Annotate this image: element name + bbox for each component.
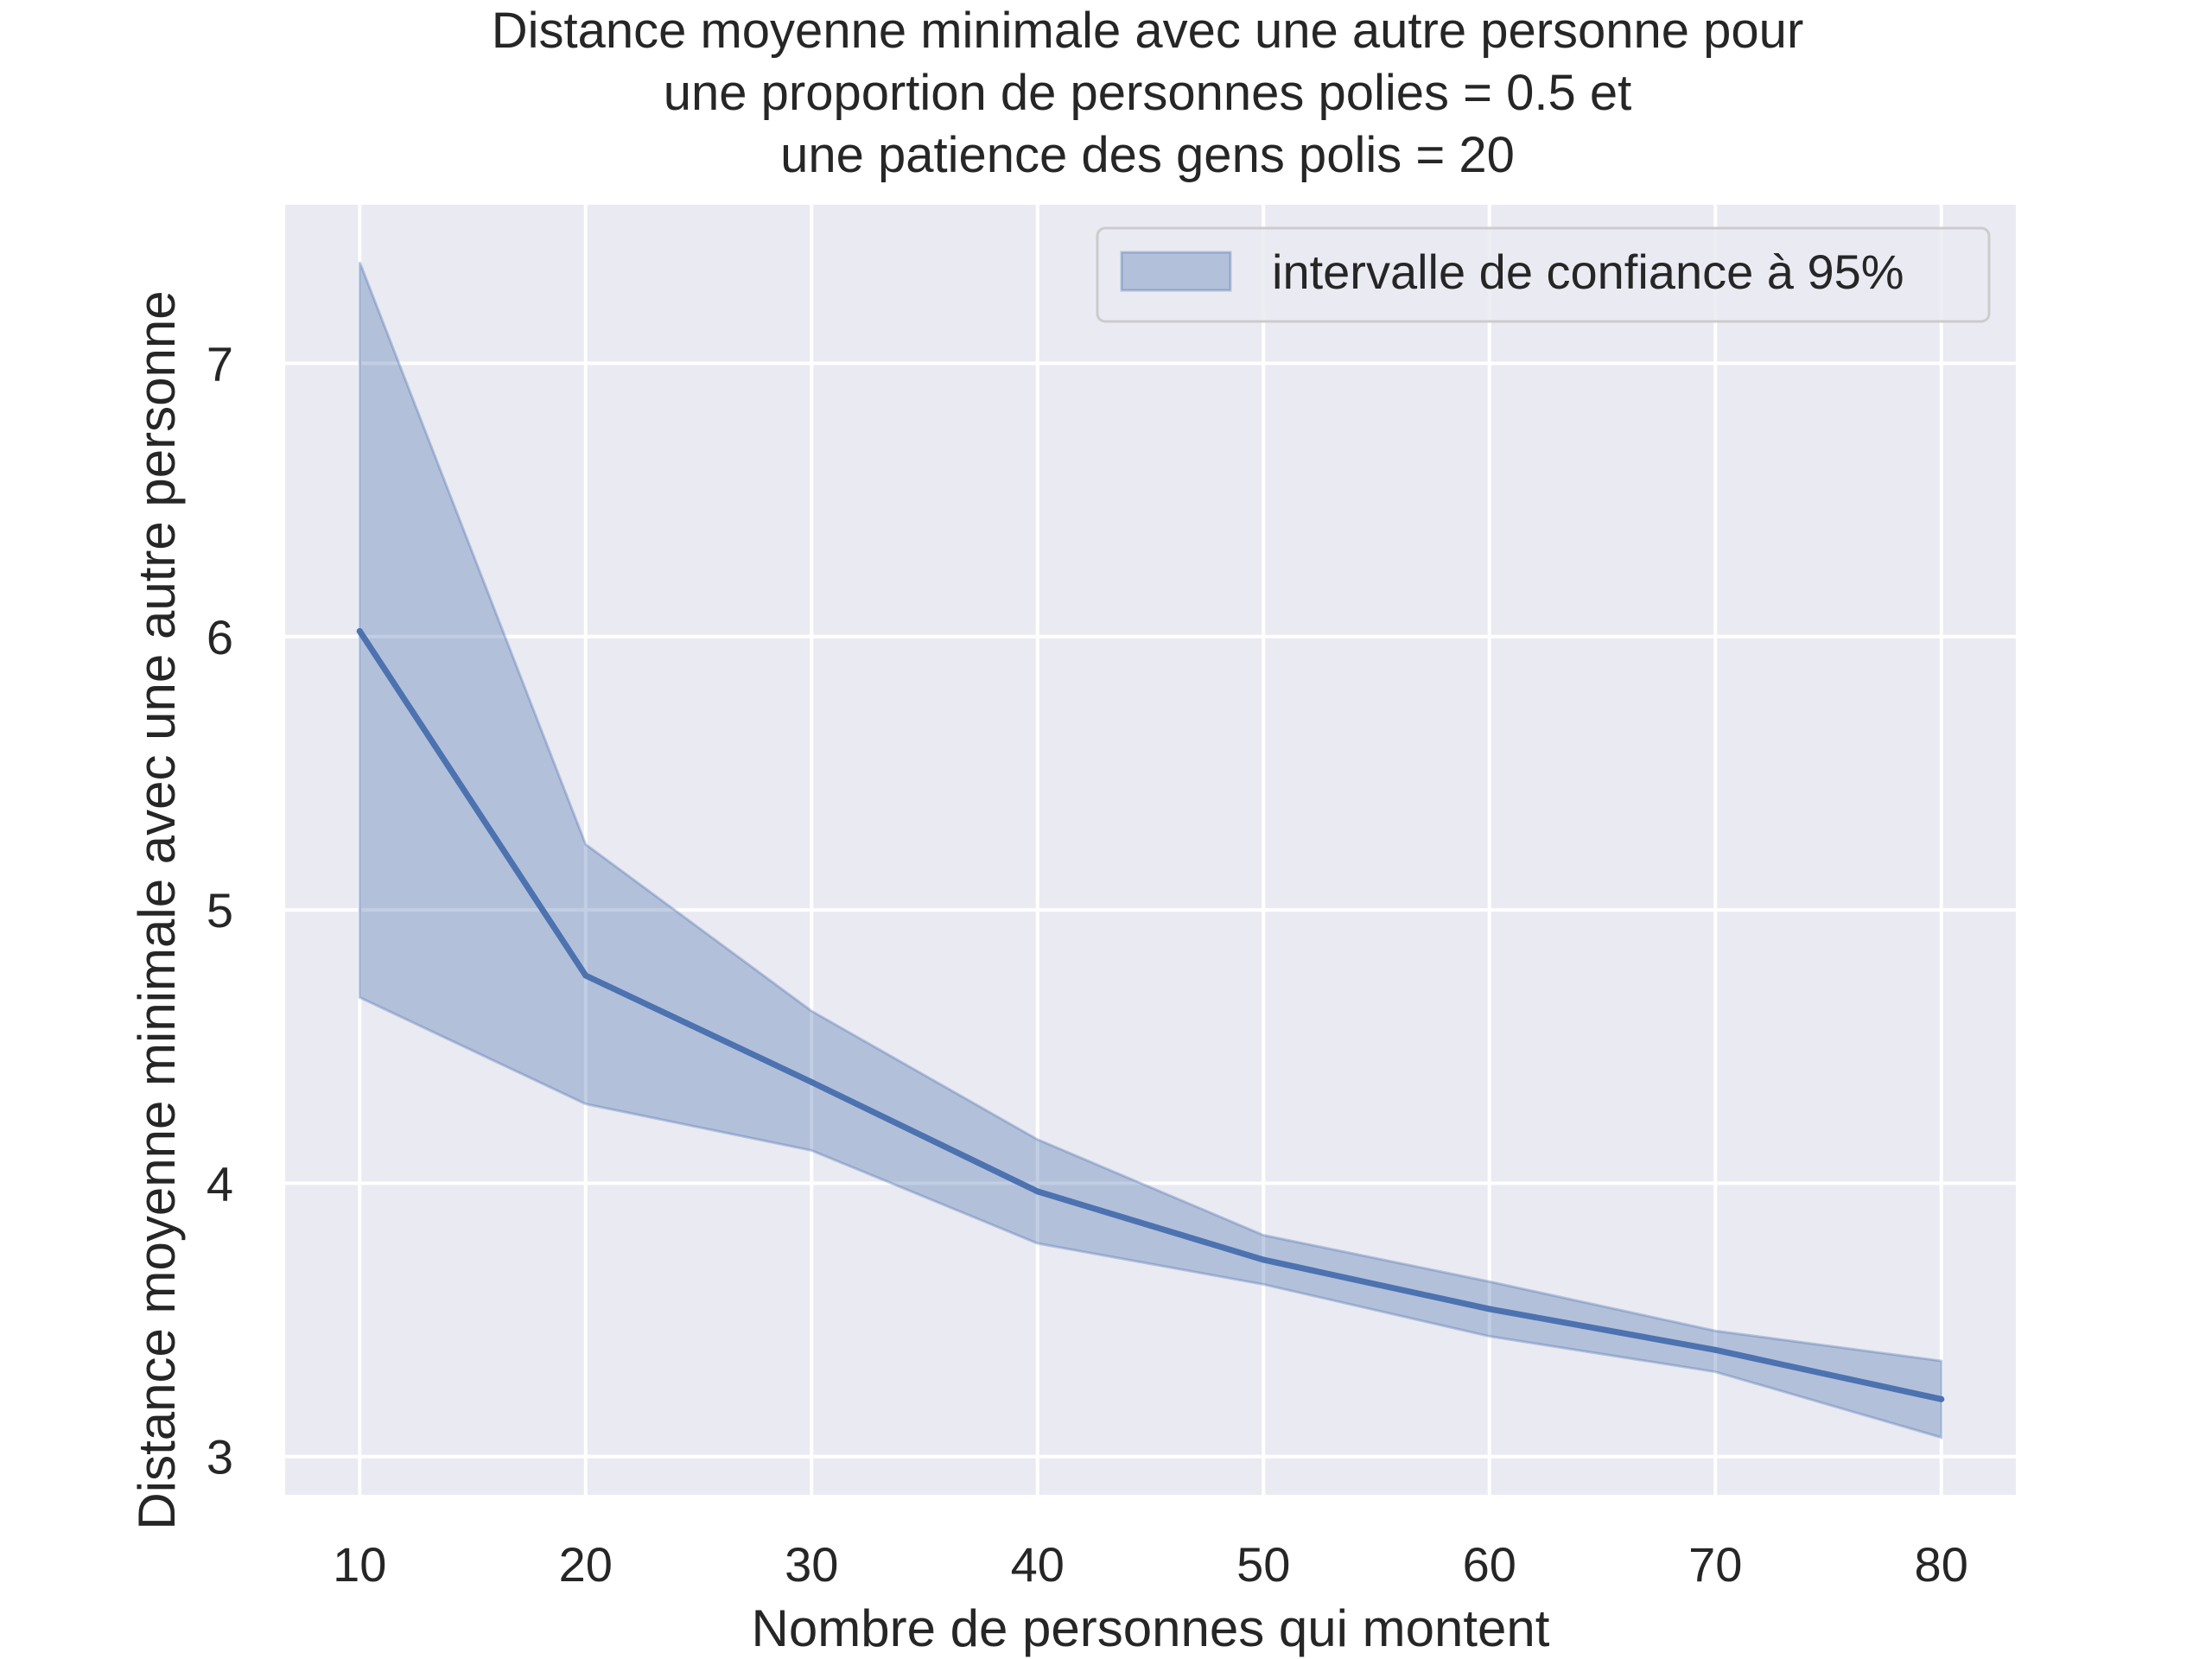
x-axis-ticks: 10 20 30 40 50 60 70 80 (333, 1537, 1968, 1592)
data-point-40 (1034, 1188, 1041, 1195)
y-tick-label-5: 5 (207, 883, 233, 938)
legend-swatch-ci (1120, 251, 1232, 292)
legend: intervalle de confiance à 95% (1096, 226, 1991, 323)
x-tick-label-80: 80 (1915, 1537, 1968, 1592)
y-tick-label-6: 6 (207, 610, 233, 664)
data-point-10 (356, 627, 363, 634)
y-tick-label-7: 7 (207, 336, 233, 391)
x-tick-label-70: 70 (1688, 1537, 1742, 1592)
y-axis-ticks: 3 4 5 6 7 (207, 336, 233, 1484)
y-tick-label-4: 4 (207, 1156, 233, 1211)
data-point-30 (808, 1078, 815, 1085)
legend-label-ci: intervalle de confiance à 95% (1272, 245, 1904, 299)
x-tick-label-10: 10 (333, 1537, 386, 1592)
x-tick-label-40: 40 (1011, 1537, 1065, 1592)
grid-lines (285, 205, 2016, 1495)
x-tick-label-50: 50 (1236, 1537, 1290, 1592)
y-tick-label-3: 3 (207, 1430, 233, 1484)
data-point-80 (1938, 1395, 1945, 1402)
x-tick-label-30: 30 (785, 1537, 838, 1592)
x-tick-label-20: 20 (559, 1537, 613, 1592)
chart-title: Distance moyenne minimale avec une autre… (492, 3, 1804, 183)
confidence-band (358, 261, 1943, 1440)
legend-frame (1096, 226, 1991, 323)
series-line-mean (356, 627, 1945, 1402)
plot-area (285, 205, 2016, 1495)
data-point-50 (1260, 1256, 1267, 1263)
x-axis-label: Nombre de personnes qui montent (752, 1599, 1550, 1657)
x-tick-label-60: 60 (1463, 1537, 1516, 1592)
chart-title-line-1: Distance moyenne minimale avec une autre… (492, 3, 1804, 59)
chart-title-line-3: une patience des gens polis = 20 (780, 127, 1515, 183)
data-point-20 (582, 972, 589, 979)
data-point-60 (1486, 1306, 1493, 1313)
data-point-70 (1712, 1346, 1719, 1353)
confidence-band-layer (358, 261, 1943, 1440)
series-line-layer (356, 627, 1945, 1402)
chart-title-line-2: une proportion de personnes polies = 0.5… (664, 65, 1632, 121)
y-axis-label: Distance moyenne minimale avec une autre… (128, 290, 186, 1529)
